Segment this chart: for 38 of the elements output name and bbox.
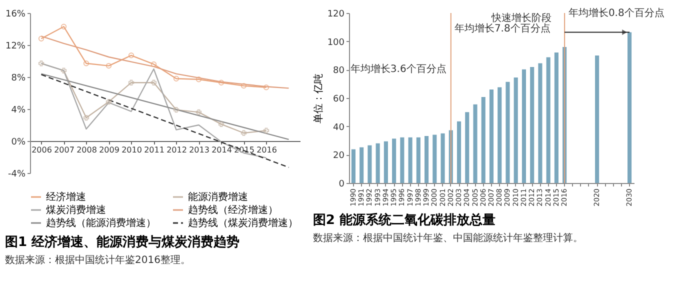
legend-label: 趋势线（经济增速） — [188, 204, 278, 216]
annotation: 年均增长7.8个百分点 — [454, 22, 550, 34]
x-tick-label: 2007 — [54, 146, 74, 154]
x-tick-label: 2010 — [122, 146, 142, 154]
y-tick-label: 12% — [5, 42, 26, 52]
annotation: 快速增长阶段 — [490, 12, 552, 24]
annotation: 年均增长3.6个百分点 — [350, 63, 446, 76]
x-tick-label: 2013 — [189, 146, 210, 154]
x-tick-label: 2008 — [76, 146, 97, 154]
y-tick-label: 0% — [11, 138, 26, 148]
y-tick-label: 100 — [327, 38, 345, 48]
source-note: 数据来源：根据中国统计年鉴2016整理。 — [4, 254, 190, 266]
x-tick-label: 2006 — [32, 146, 52, 154]
legend-label: 煤炭消费增速 — [46, 204, 106, 216]
y-axis-title: 单位：亿吨 — [312, 74, 324, 124]
annotation: 年均增长0.8个百分点 — [568, 7, 664, 19]
x-tick-label: 2012 — [166, 146, 187, 154]
x-tick-label: 2011 — [144, 146, 164, 154]
legend-label: 趋势线（煤炭消费增速） — [188, 217, 298, 229]
x-tick-label: 2014 — [212, 146, 232, 154]
y-tick-label: 20 — [333, 151, 345, 162]
legend-label: 能源消费增速 — [188, 191, 248, 203]
y-tick-label: 40 — [333, 122, 345, 133]
legend-label: 趋势线（能源消费增速） — [46, 217, 156, 229]
text: 图2 能源系统二氧化碳排放总量 — [312, 212, 496, 228]
y-tick-label: 0 — [338, 180, 345, 190]
y-tick-label: 8% — [11, 74, 26, 84]
y-tick-label: -4% — [8, 170, 26, 180]
y-tick-label: 60 — [333, 94, 345, 104]
y-tick-label: 80 — [333, 66, 345, 76]
x-tick-label: 2009 — [99, 146, 120, 154]
y-tick-label: 16% — [5, 10, 26, 20]
text: 图1 经济增速、能源消费与煤炭消费趋势 — [4, 234, 240, 250]
x-tick-label: 2016 — [256, 146, 277, 154]
source-note: 数据来源：根据中国统计年鉴、中国能源统计年鉴整理计算。 — [312, 232, 583, 244]
y-tick-label: 120 — [327, 10, 345, 20]
legend-label: 经济增速 — [46, 191, 86, 203]
y-tick-label: 4% — [11, 106, 26, 116]
